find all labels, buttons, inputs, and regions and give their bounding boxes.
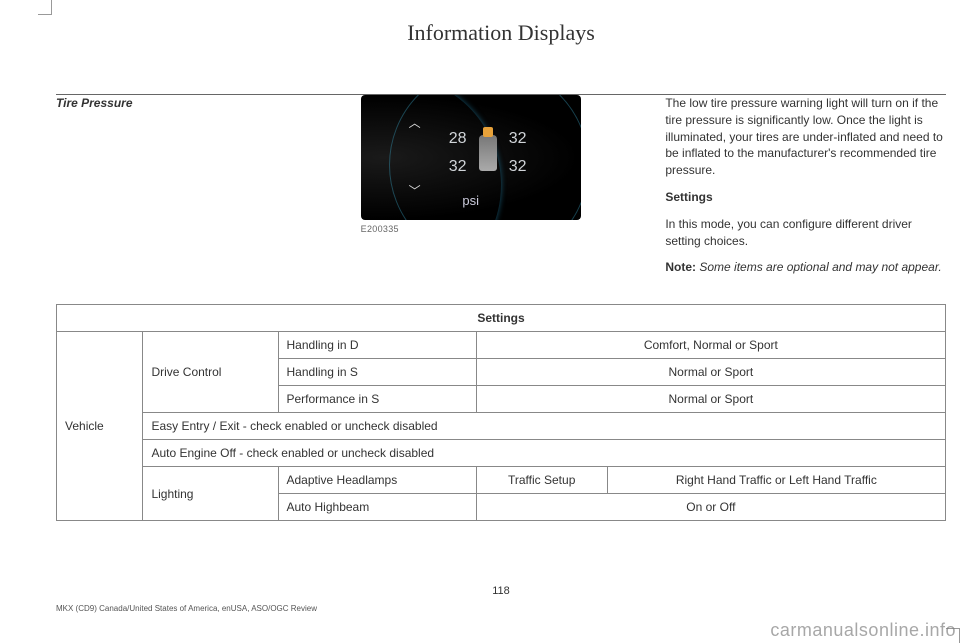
tpms-lr: 32 [449, 156, 467, 178]
cell-auto-high: Auto Highbeam [278, 494, 476, 521]
cell-traffic-opts: Right Hand Traffic or Left Hand Traffic [607, 467, 945, 494]
cell-drive-control: Drive Control [143, 332, 278, 413]
cell-perf-s-opts: Normal or Sport [476, 386, 945, 413]
cell-auto-engine: Auto Engine Off - check enabled or unche… [143, 440, 946, 467]
chevron-up-icon: ︿ [409, 115, 421, 132]
car-icon [479, 135, 497, 171]
note-text: Some items are optional and may not appe… [696, 260, 942, 274]
left-column: Tire Pressure [56, 95, 337, 286]
tpms-figure: ︿ ﹀ 28 32 32 32 psi E200335 [361, 95, 581, 236]
warning-icon [483, 127, 493, 137]
tpms-grid: 28 32 32 32 [443, 125, 533, 181]
page-header: Information Displays [56, 20, 946, 95]
crop-mark [38, 14, 52, 15]
cell-traffic-setup: Traffic Setup [476, 467, 607, 494]
tpms-unit: psi [361, 192, 581, 210]
cell-handling-s-opts: Normal or Sport [476, 359, 945, 386]
settings-paragraph: In this mode, you can configure differen… [665, 216, 946, 250]
right-column: The low tire pressure warning light will… [665, 95, 946, 286]
table-row: Easy Entry / Exit - check enabled or unc… [57, 413, 946, 440]
tpms-rf: 32 [509, 128, 527, 150]
cell-adaptive: Adaptive Headlamps [278, 467, 476, 494]
table-header-row: Settings [57, 305, 946, 332]
tire-pressure-heading: Tire Pressure [56, 95, 337, 112]
crop-mark [51, 0, 52, 14]
content-columns: Tire Pressure ︿ ﹀ 28 32 32 32 [56, 95, 946, 286]
cell-easy-entry: Easy Entry / Exit - check enabled or unc… [143, 413, 946, 440]
gauge-display: ︿ ﹀ 28 32 32 32 psi [361, 95, 581, 220]
middle-column: ︿ ﹀ 28 32 32 32 psi E200335 [361, 95, 642, 286]
table-row: Auto Engine Off - check enabled or unche… [57, 440, 946, 467]
cell-lighting: Lighting [143, 467, 278, 521]
page-title: Information Displays [56, 20, 946, 54]
tire-pressure-paragraph: The low tire pressure warning light will… [665, 95, 946, 179]
cell-vehicle: Vehicle [57, 332, 143, 521]
cell-handling-d: Handling in D [278, 332, 476, 359]
figure-caption: E200335 [361, 223, 581, 236]
watermark: carmanualsonline.info [770, 620, 956, 641]
page-container: Information Displays Tire Pressure ︿ ﹀ 2… [56, 20, 946, 623]
page-number: 118 [56, 585, 946, 597]
settings-subheading: Settings [665, 189, 946, 206]
tpms-lf: 28 [449, 128, 467, 150]
footer-text: MKX (CD9) Canada/United States of Americ… [56, 604, 317, 613]
note-paragraph: Note: Some items are optional and may no… [665, 259, 946, 276]
cell-perf-s: Performance in S [278, 386, 476, 413]
cell-handling-s: Handling in S [278, 359, 476, 386]
table-header: Settings [57, 305, 946, 332]
cell-auto-high-opts: On or Off [476, 494, 945, 521]
settings-table: Settings Vehicle Drive Control Handling … [56, 304, 946, 521]
tpms-rr: 32 [509, 156, 527, 178]
note-label: Note: [665, 260, 696, 274]
cell-handling-d-opts: Comfort, Normal or Sport [476, 332, 945, 359]
table-row: Lighting Adaptive Headlamps Traffic Setu… [57, 467, 946, 494]
table-row: Vehicle Drive Control Handling in D Comf… [57, 332, 946, 359]
